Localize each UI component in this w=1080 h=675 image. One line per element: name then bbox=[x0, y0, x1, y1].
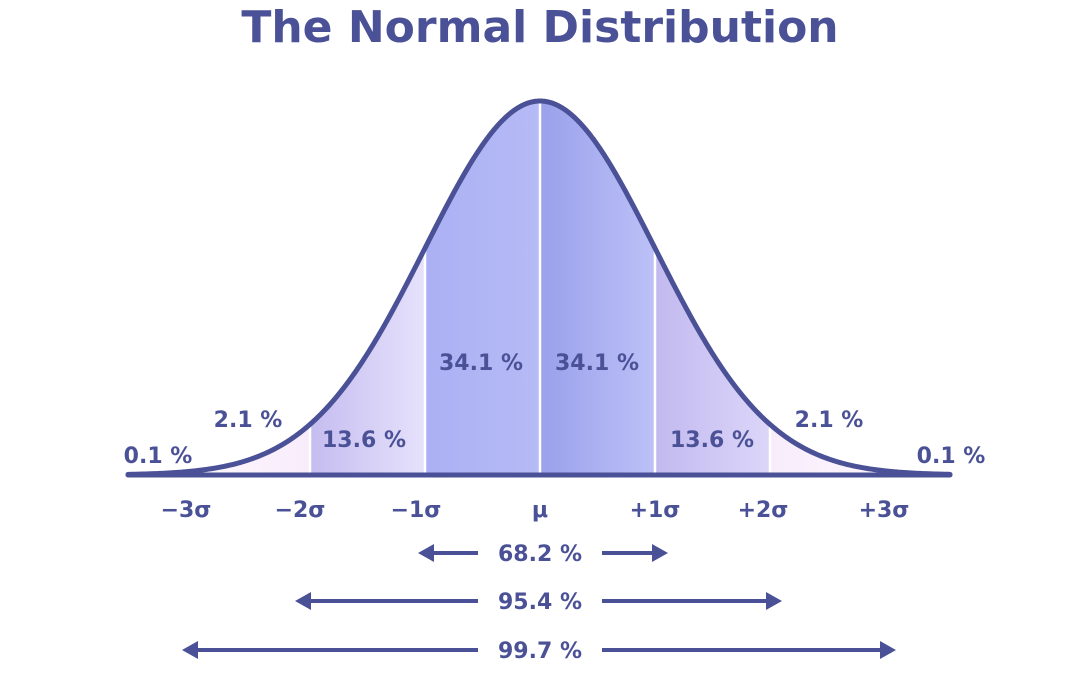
arrow-head-right bbox=[652, 544, 668, 562]
arrow-head-right bbox=[766, 592, 782, 610]
sigma-tick-label: +2σ bbox=[738, 498, 789, 523]
segment-percent-label: 13.6 % bbox=[670, 428, 754, 453]
area-segment-5 bbox=[540, 101, 655, 475]
sigma-tick-label: μ bbox=[532, 498, 548, 523]
range-arrow-99.7: 99.7 % bbox=[182, 639, 896, 664]
sigma-tick-label: −1σ bbox=[391, 498, 442, 523]
range-arrow-95.4: 95.4 % bbox=[295, 590, 782, 615]
segment-percent-label: 0.1 % bbox=[124, 444, 193, 469]
page-title: The Normal Distribution bbox=[241, 2, 839, 53]
segment-percent-label: 2.1 % bbox=[795, 408, 864, 433]
sigma-tick-label: −2σ bbox=[275, 498, 326, 523]
sigma-tick-label: +3σ bbox=[859, 498, 910, 523]
range-percent-label: 95.4 % bbox=[498, 590, 582, 615]
area-segment-4 bbox=[425, 101, 540, 475]
range-percent-label: 68.2 % bbox=[498, 542, 582, 567]
arrow-head-left bbox=[182, 641, 198, 659]
bell-curve bbox=[125, 98, 953, 477]
segment-percent-label: 34.1 % bbox=[555, 351, 639, 376]
segment-percent-label: 13.6 % bbox=[322, 428, 406, 453]
segment-percent-label: 2.1 % bbox=[214, 408, 283, 433]
sigma-tick-label: −3σ bbox=[161, 498, 212, 523]
area-segment-2 bbox=[195, 424, 310, 475]
arrow-head-left bbox=[295, 592, 311, 610]
arrow-head-right bbox=[880, 641, 896, 659]
area-segment-7 bbox=[770, 424, 885, 475]
sigma-tick-label: +1σ bbox=[630, 498, 681, 523]
arrow-head-left bbox=[418, 544, 434, 562]
segment-percent-label: 34.1 % bbox=[439, 351, 523, 376]
segment-percent-label: 0.1 % bbox=[917, 444, 986, 469]
range-percent-label: 99.7 % bbox=[498, 639, 582, 664]
range-arrow-68.2: 68.2 % bbox=[418, 542, 668, 567]
